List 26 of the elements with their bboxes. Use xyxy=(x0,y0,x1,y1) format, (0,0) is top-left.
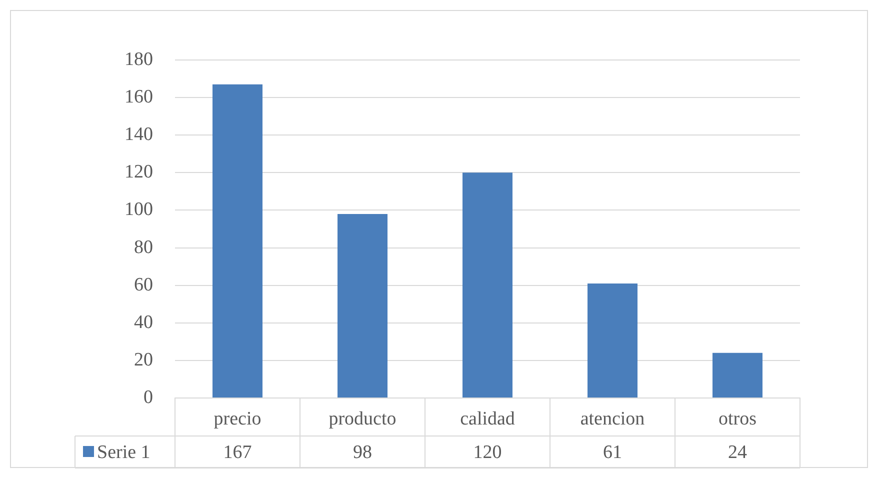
y-tick-label: 120 xyxy=(124,162,153,183)
x-tick-label: otros xyxy=(718,408,756,430)
legend-label: Serie 1 xyxy=(97,442,150,463)
bar xyxy=(212,84,262,398)
y-tick-label: 180 xyxy=(124,48,153,70)
bar xyxy=(712,352,762,398)
data-label: 24 xyxy=(728,442,748,463)
x-tick-label: producto xyxy=(328,408,396,430)
x-tick-label: atencion xyxy=(580,408,646,430)
y-tick-label: 80 xyxy=(134,236,153,258)
y-tick-label: 0 xyxy=(144,386,153,408)
bar xyxy=(338,214,388,398)
y-tick-label: 40 xyxy=(134,312,153,333)
y-tick-label: 60 xyxy=(134,274,153,296)
data-label: 167 xyxy=(223,442,252,463)
data-label: 98 xyxy=(353,442,372,463)
bar xyxy=(462,172,512,398)
y-tick-label: 100 xyxy=(124,199,153,220)
data-label: 120 xyxy=(473,442,502,463)
y-tick-label: 160 xyxy=(124,86,153,108)
bar xyxy=(588,283,638,398)
x-tick-label: precio xyxy=(214,408,262,430)
y-tick-label: 140 xyxy=(124,124,153,146)
x-tick-label: calidad xyxy=(460,408,516,430)
y-tick-label: 20 xyxy=(134,349,153,370)
data-label: 61 xyxy=(603,442,622,463)
